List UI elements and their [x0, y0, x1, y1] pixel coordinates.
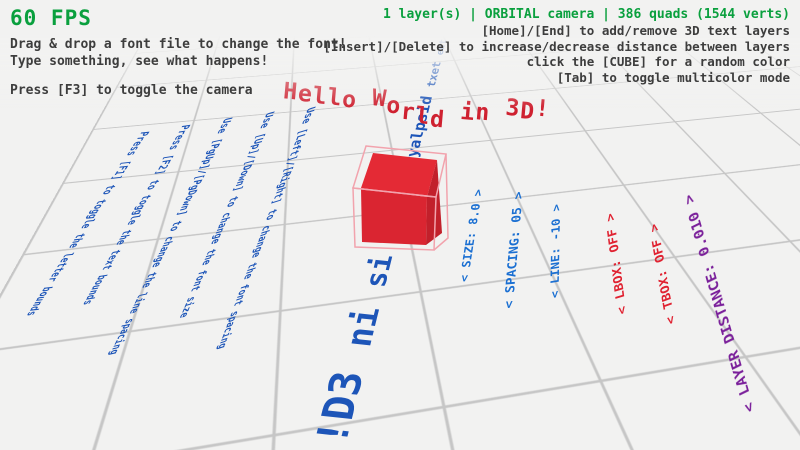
hud-top-right: 1 layer(s) | ORBITAL camera | 386 quads … [323, 6, 790, 85]
hint-drop-font: Drag & drop a font file to change the fo… [10, 36, 347, 53]
hud-top-left: 60 FPS Drag & drop a font file to change… [10, 6, 347, 99]
status-line: 1 layer(s) | ORBITAL camera | 386 quads … [323, 6, 790, 23]
hint-layer-distance: [Insert]/[Delete] to increase/decrease d… [323, 39, 790, 55]
cube[interactable] [353, 146, 448, 250]
hint-cube-color: click the [CUBE] for a random color [323, 54, 790, 70]
hello-letter: d [429, 106, 446, 133]
hint-layers: [Home]/[End] to add/remove 3D text layer… [323, 23, 790, 39]
hint-toggle-camera: Press [F3] to toggle the camera [10, 82, 347, 99]
fps-counter: 60 FPS [10, 6, 347, 30]
hint-type: Type something, see what happens! [10, 53, 347, 70]
hello-letter: ! [534, 95, 551, 122]
hello-letter: n [474, 99, 491, 126]
hint-multicolor: [Tab] to toggle multicolor mode [323, 70, 790, 86]
app-window: Press [F1] to toggle the letter bounds Pr… [0, 0, 800, 450]
